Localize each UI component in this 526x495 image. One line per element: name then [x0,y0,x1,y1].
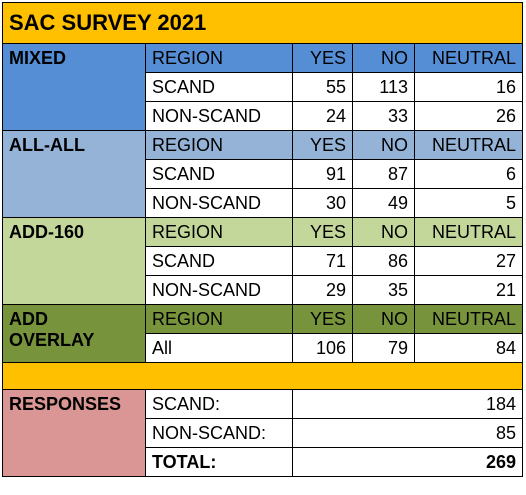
column-header: REGION [145,304,293,334]
value-cell: 26 [413,101,524,131]
response-label: NON-SCAND: [145,418,293,448]
region-cell: SCAND [145,159,293,189]
value-cell: 27 [413,246,524,276]
value-cell: 106 [292,333,353,363]
value-cell: 29 [292,275,353,305]
value-cell: 87 [352,159,415,189]
group-header-row: MIXED REGION YES NO NEUTRAL [2,43,524,131]
column-header: YES [292,130,353,160]
value-cell: 5 [413,188,524,218]
group-label: MIXED [2,43,146,131]
data-row: NON-SCAND 24 33 26 [3,101,524,131]
title-row: SAC SURVEY 2021 [1,2,524,44]
survey-table: SAC SURVEY 2021 MIXED REGION YES NO NEUTRAL S… [1,2,524,477]
group-name: MIXED [9,48,67,68]
spacer [1,362,524,390]
response-row: TOTAL: 269 [3,447,524,477]
column-header: REGION [145,43,293,73]
column-header: NEUTRAL [413,217,524,247]
response-value: 85 [291,418,524,448]
region-cell: All [145,333,293,363]
value-cell: 33 [352,101,415,131]
column-header: YES [292,217,353,247]
response-row: NON-SCAND: 85 [3,418,524,448]
value-cell: 84 [413,333,524,363]
response-value: 269 [291,447,524,477]
response-value: 184 [291,389,524,419]
value-cell: 113 [352,72,415,102]
group-label: ALL-ALL [2,130,146,218]
value-cell: 91 [292,159,353,189]
response-label: TOTAL: [145,447,293,477]
value-cell: 6 [413,159,524,189]
column-header: NEUTRAL [413,43,524,73]
column-header: NO [352,304,415,334]
value-cell: 16 [413,72,524,102]
data-row: SCAND 91 87 6 [3,159,524,189]
value-cell: 49 [352,188,415,218]
region-cell: NON-SCAND [145,275,293,305]
column-header: YES [292,304,353,334]
value-cell: 86 [352,246,415,276]
group-header-row: ALL-ALL REGION YES NO NEUTRAL [2,130,524,218]
table-body: SAC SURVEY 2021 MIXED REGION YES NO NEUTRAL S… [1,2,524,477]
data-row: SCAND 55 113 16 [3,72,524,102]
group-name: ALL-ALL [9,135,85,155]
response-row: RESPONSES SCAND: 184 [2,389,524,477]
column-header: NO [352,130,415,160]
column-header: NO [352,217,415,247]
group-header-row: ADD OVERLAY REGION YES NO NEUTRAL [2,304,524,363]
region-cell: SCAND [145,72,293,102]
group-name: ADD-160 [9,222,85,242]
data-row: NON-SCAND 29 35 21 [3,275,524,305]
column-header: NEUTRAL [413,130,524,160]
value-cell: 21 [413,275,524,305]
value-cell: 24 [292,101,353,131]
group-name: ADD OVERLAY [9,309,95,350]
response-label: SCAND: [145,389,293,419]
spacer-row [1,362,524,390]
column-header: NO [352,43,415,73]
column-header: NEUTRAL [413,304,524,334]
value-cell: 55 [292,72,353,102]
group-label: ADD OVERLAY [2,304,146,363]
group-label: ADD-160 [2,217,146,305]
value-cell: 71 [292,246,353,276]
region-cell: SCAND [145,246,293,276]
column-header: REGION [145,130,293,160]
group-header-row: ADD-160 REGION YES NO NEUTRAL [2,217,524,305]
responses-label: RESPONSES [2,389,146,477]
data-row: SCAND 71 86 27 [3,246,524,276]
region-cell: NON-SCAND [145,101,293,131]
title: SAC SURVEY 2021 [1,2,524,44]
value-cell: 35 [352,275,415,305]
value-cell: 79 [352,333,415,363]
region-cell: NON-SCAND [145,188,293,218]
column-header: YES [292,43,353,73]
column-header: REGION [145,217,293,247]
value-cell: 30 [292,188,353,218]
responses-name: RESPONSES [9,394,122,414]
